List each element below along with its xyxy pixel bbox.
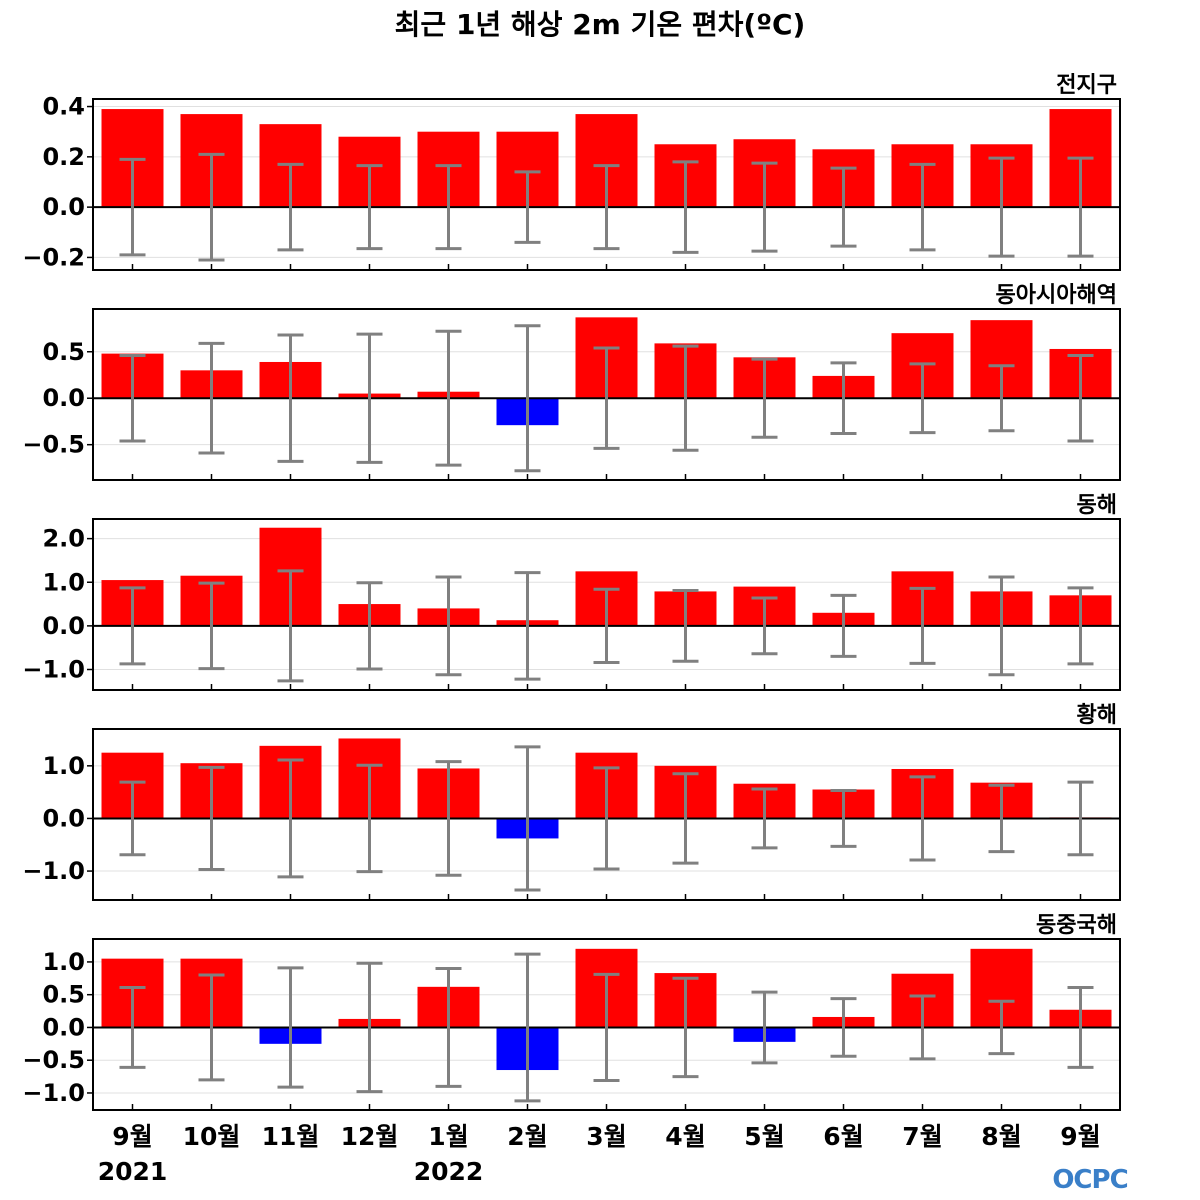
- panel-2: 동아시아해역 −0.5 0.0 0.5: [22, 283, 1121, 481]
- y-tick-label: 0.5: [42, 981, 85, 1009]
- y-tick-label: −1.0: [22, 857, 85, 885]
- y-tick-label: 0.0: [42, 804, 85, 832]
- panel-frame: [92, 518, 1121, 691]
- x-tick-label: 6월: [823, 1122, 863, 1151]
- y-tick-label: −1.0: [22, 1079, 85, 1107]
- y-tick-label: 0.0: [42, 612, 85, 640]
- x-tick-label: 11월: [262, 1122, 320, 1151]
- panel-frame: [92, 308, 1121, 481]
- y-tick-label: −1.0: [22, 655, 85, 683]
- panel-4: 황해 −1.0 0.0 1.0: [22, 703, 1121, 901]
- y-tick-label: 0.0: [42, 193, 85, 221]
- chart-panels: 전지구 −0.2 0.0 0.2 0.4 동아시아해역 −0.5 0.0 0.5 동해 −1.0 0.…: [22, 73, 1121, 1111]
- y-tick-label: 1.0: [42, 948, 85, 976]
- panel-frame: [92, 938, 1121, 1111]
- x-tick-label: 2월: [507, 1122, 547, 1151]
- panel-5: 동중국해 −1.0 −0.5 0.0 0.5 1.0: [22, 913, 1121, 1111]
- y-tick-label: −0.2: [22, 243, 85, 271]
- y-tick-label: −0.5: [22, 431, 85, 459]
- year-label: 2022: [414, 1157, 484, 1186]
- y-tick-label: 0.0: [42, 1013, 85, 1041]
- panel-frame: [92, 728, 1121, 901]
- x-tick-label: 4월: [665, 1122, 705, 1151]
- y-tick-label: −0.5: [22, 1046, 85, 1074]
- x-tick-label: 3월: [586, 1122, 626, 1151]
- chart-title: 최근 1년 해상 2m 기온 편차(ºC): [395, 8, 806, 41]
- region-label: 동중국해: [1036, 913, 1117, 938]
- region-label: 동아시아해역: [996, 283, 1117, 308]
- y-tick-label: 1.0: [42, 752, 85, 780]
- x-tick-label: 7월: [902, 1122, 942, 1151]
- region-label: 황해: [1077, 703, 1117, 728]
- x-tick-label: 12월: [341, 1122, 399, 1151]
- year-label: 2021: [98, 1157, 168, 1186]
- panel-3: 동해 −1.0 0.0 1.0 2.0: [22, 493, 1121, 691]
- y-tick-label: 0.0: [42, 384, 85, 412]
- panel-frame: [92, 98, 1121, 271]
- y-tick-label: 2.0: [42, 525, 85, 553]
- x-axis-labels: 9월 10월 11월 12월 1월 2월 3월 4월 5월 6월 7월 8월 9월 2021 2022: [98, 1122, 1101, 1186]
- y-tick-label: 0.4: [42, 93, 85, 121]
- x-tick-label: 8월: [981, 1122, 1021, 1151]
- x-tick-label: 5월: [744, 1122, 784, 1151]
- region-label: 동해: [1077, 493, 1117, 518]
- x-tick-label: 9월: [1060, 1122, 1100, 1151]
- panel-1: 전지구 −0.2 0.0 0.2 0.4: [22, 73, 1121, 271]
- x-tick-label: 10월: [183, 1122, 241, 1151]
- y-tick-label: 0.2: [42, 143, 85, 171]
- x-tick-label: 9월: [112, 1122, 152, 1151]
- logo-text: OCPC: [1052, 1165, 1127, 1195]
- ocpc-logo: OCPC: [1052, 1165, 1128, 1195]
- region-label: 전지구: [1056, 73, 1117, 98]
- y-tick-label: 1.0: [42, 568, 85, 596]
- y-tick-label: 0.5: [42, 338, 85, 366]
- x-tick-label: 1월: [428, 1122, 468, 1151]
